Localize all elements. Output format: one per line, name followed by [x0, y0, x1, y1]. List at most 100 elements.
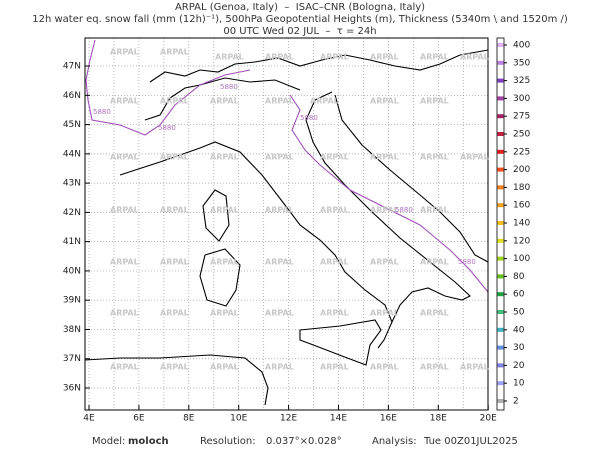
watermark: ARPAL	[110, 153, 139, 162]
lon-tick-label: 14E	[330, 414, 347, 424]
watermark: ARPAL	[265, 258, 294, 267]
watermark: ARPAL	[210, 206, 239, 215]
lat-tick-label: 41N	[63, 237, 81, 247]
contour-label: 5880	[458, 258, 476, 266]
colorbar-swatch	[497, 167, 504, 172]
watermark: ARPAL	[110, 309, 139, 318]
colorbar-label: 40	[513, 325, 525, 335]
colorbar-swatch	[497, 185, 504, 190]
watermark: ARPAL	[160, 153, 189, 162]
colorbar-swatch	[497, 60, 504, 65]
watermark: ARPAL	[420, 206, 449, 215]
colorbar-label: 20	[513, 361, 525, 371]
colorbar-swatch	[497, 149, 504, 154]
lat-tick-label: 36N	[63, 384, 81, 394]
colorbar-label: 250	[513, 130, 530, 140]
watermark: ARPAL	[370, 153, 399, 162]
colorbar-label: 225	[513, 147, 530, 157]
contour-label: 5880	[395, 206, 413, 214]
lat-tick-label: 44N	[63, 149, 81, 159]
colorbar-swatch	[497, 132, 504, 136]
watermark: ARPAL	[420, 53, 449, 62]
watermark: ARPAL	[420, 153, 449, 162]
watermark: ARPAL	[265, 153, 294, 162]
footer-value: Tue 00Z01JUL2025	[423, 436, 518, 447]
lon-tick-label: 16E	[380, 414, 397, 424]
watermark: ARPAL	[110, 363, 139, 372]
watermark: ARPAL	[160, 363, 189, 372]
watermark: ARPAL	[320, 53, 349, 62]
watermark: ARPAL	[160, 97, 189, 106]
lat-tick-label: 45N	[63, 120, 81, 130]
colorbar-label: 400	[513, 41, 530, 51]
header-line: 12h water eq. snow fall (mm (12h)⁻¹), 50…	[32, 14, 568, 25]
watermark: ARPAL	[460, 363, 489, 372]
watermark: ARPAL	[420, 258, 449, 267]
colorbar-swatch	[497, 363, 504, 368]
watermark: ARPAL	[160, 48, 189, 57]
lat-tick-label: 39N	[63, 296, 81, 306]
contour-label: 5880	[158, 124, 176, 132]
colorbar-label: 30	[513, 343, 525, 353]
watermark: ARPAL	[265, 206, 294, 215]
watermark: ARPAL	[265, 363, 294, 372]
watermark: ARPAL	[370, 206, 399, 215]
watermark: ARPAL	[210, 153, 239, 162]
contours	[85, 39, 489, 293]
lon-tick-label: 20E	[480, 414, 497, 424]
colorbar-swatch	[497, 221, 504, 225]
colorbar-label: 300	[513, 94, 530, 104]
watermark: ARPAL	[265, 309, 294, 318]
watermark: ARPAL	[320, 153, 349, 162]
watermark: ARPAL	[310, 97, 339, 106]
watermark: ARPAL	[110, 48, 139, 57]
watermark: ARPAL	[160, 309, 189, 318]
watermark: ARPAL	[370, 363, 399, 372]
watermark: ARPAL	[160, 206, 189, 215]
watermark: ARPAL	[460, 53, 489, 62]
watermark: ARPAL	[110, 206, 139, 215]
colorbar-label: 10	[513, 379, 525, 389]
header-line: ARPAL (Genoa, Italy) – ISAC–CNR (Bologna…	[175, 2, 425, 13]
colorbar-label: 140	[513, 219, 530, 229]
colorbar-swatch	[497, 203, 504, 208]
contour-label: 5880	[300, 114, 318, 122]
colorbar-label: 200	[513, 165, 530, 175]
colorbar-swatch	[497, 292, 504, 297]
footer-label: Analysis:	[372, 436, 417, 447]
watermark: ARPAL	[320, 363, 349, 372]
lon-tick-label: 18E	[430, 414, 447, 424]
lat-tick-label: 47N	[63, 62, 81, 72]
colorbar-swatch	[497, 238, 504, 243]
footer-label: Resolution:	[200, 436, 256, 447]
watermark: ARPAL	[160, 258, 189, 267]
colorbar-swatch	[497, 256, 504, 261]
watermark: ARPAL	[110, 97, 139, 106]
watermark: ARPAL	[110, 258, 139, 267]
watermark: ARPAL	[320, 258, 349, 267]
footer-value: 0.037°×0.028°	[266, 436, 342, 447]
header-line: 00 UTC Wed 02 JUL – τ = 24h	[223, 26, 376, 37]
colorbar-swatch	[497, 114, 504, 119]
watermark: ARPAL	[265, 97, 294, 106]
colorbar-swatch	[497, 381, 504, 386]
watermark: ARPAL	[420, 97, 449, 106]
watermark: ARPAL	[210, 309, 239, 318]
lon-tick-label: 10E	[230, 414, 247, 424]
colorbar-label: 60	[513, 290, 525, 300]
colorbar-swatch	[497, 399, 504, 403]
watermark: ARPAL	[210, 258, 239, 267]
lon-tick-label: 8E	[183, 414, 195, 424]
coastlines	[84, 49, 489, 406]
colorbar-label: 160	[513, 201, 530, 211]
contour-label: 5880	[93, 108, 111, 116]
lat-tick-label: 42N	[63, 208, 81, 218]
watermark: ARPAL	[215, 53, 244, 62]
watermark: ARPAL	[420, 363, 449, 372]
footer-label: Model:	[92, 436, 125, 447]
colorbar-label: 100	[513, 254, 530, 264]
colorbar-label: 325	[513, 76, 530, 86]
lat-tick-label: 40N	[63, 266, 81, 276]
colorbar-swatch	[497, 43, 504, 47]
